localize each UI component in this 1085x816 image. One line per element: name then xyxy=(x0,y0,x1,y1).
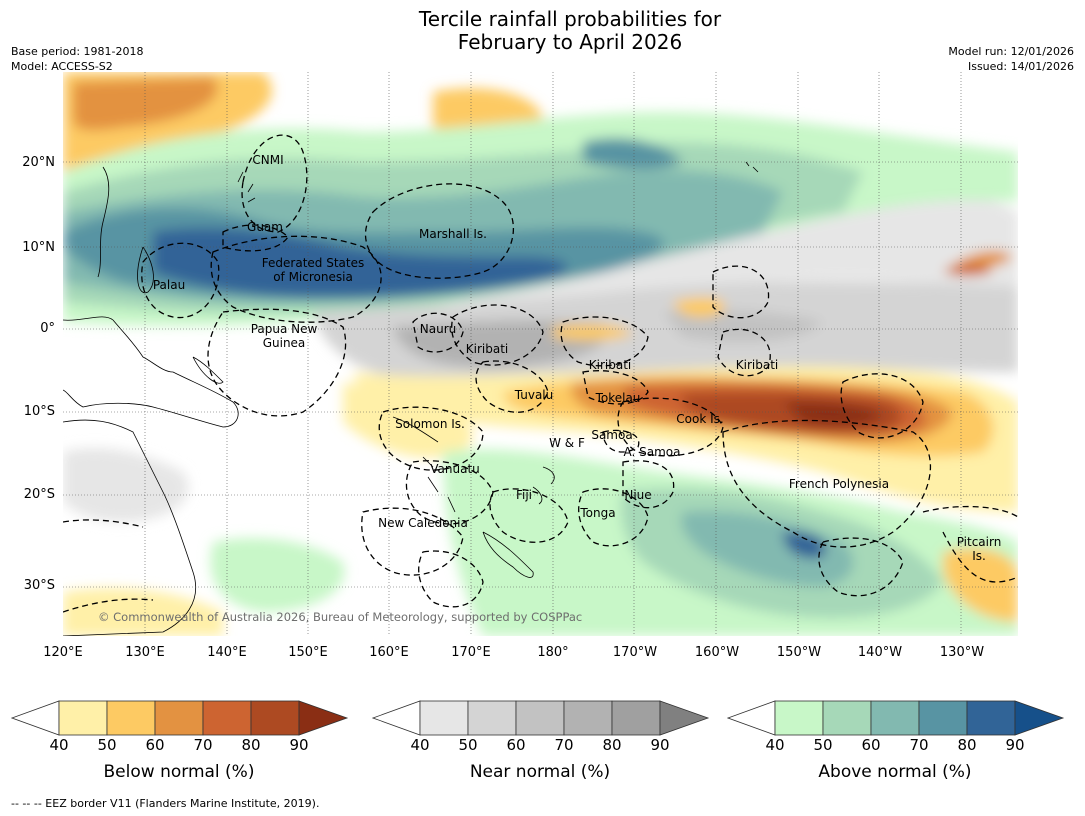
region-label-pitcairn-is: Pitcairn Is. xyxy=(956,535,1002,563)
cb3-tick-80: 80 xyxy=(957,736,977,754)
region-label-palau: Palau xyxy=(152,278,186,292)
region-label-png: Papua New Guinea xyxy=(250,322,318,350)
region-label-kiribati-west: Kiribati xyxy=(465,342,509,356)
lon-tick-130e: 130°E xyxy=(125,645,165,660)
region-label-fsm: Federated States of Micronesia xyxy=(261,256,365,284)
region-label-kiribati-east: Kiribati xyxy=(735,358,779,372)
region-label-guam: Guam xyxy=(247,220,283,234)
lat-tick-20n: 20°N xyxy=(22,155,55,170)
meta-left: Base period: 1981-2018 Model: ACCESS-S2 xyxy=(11,44,143,74)
lon-tick-140e: 140°E xyxy=(207,645,247,660)
region-label-wallis-futuna: W & F xyxy=(549,436,585,450)
region-label-kiribati-central: Kiribati xyxy=(588,358,632,372)
region-label-niue: Niue xyxy=(624,488,652,502)
region-label-solomon-is: Solomon Is. xyxy=(395,417,465,431)
title-line-1: Tercile rainfall probabilities for xyxy=(418,7,722,31)
region-label-cnmi: CNMI xyxy=(252,153,284,167)
colorbar-above-normal-title: Above normal (%) xyxy=(818,762,972,782)
meta-right: Model run: 12/01/2026 Issued: 14/01/2026 xyxy=(948,44,1074,74)
region-label-new-caledonia: New Caledonia xyxy=(378,516,468,530)
lon-tick-160w: 160°W xyxy=(694,645,740,660)
issued-date: Issued: 14/01/2026 xyxy=(967,60,1074,73)
colorbar-below-normal xyxy=(11,700,349,736)
lon-tick-170e: 170°E xyxy=(451,645,491,660)
lon-tick-150e: 150°E xyxy=(288,645,328,660)
lat-tick-10n: 10°N xyxy=(22,240,55,255)
cb3-tick-40: 40 xyxy=(765,736,785,754)
cb2-tick-80: 80 xyxy=(602,736,622,754)
region-label-american-samoa: A. Samoa xyxy=(623,445,681,459)
lat-tick-10s: 10°S xyxy=(23,404,55,419)
eez-footnote: -- -- -- EEZ border V11 (Flanders Marine… xyxy=(11,797,320,810)
lon-tick-120e: 120°E xyxy=(43,645,83,660)
lon-tick-150w: 150°W xyxy=(776,645,822,660)
region-label-marshall-is: Marshall Is. xyxy=(419,227,487,241)
cb2-tick-50: 50 xyxy=(458,736,478,754)
model-name: Model: ACCESS-S2 xyxy=(11,60,113,73)
colorbar-above-normal xyxy=(727,700,1065,736)
cb1-tick-70: 70 xyxy=(193,736,213,754)
region-label-tuvalu: Tuvalu xyxy=(514,388,554,402)
cb3-tick-90: 90 xyxy=(1005,736,1025,754)
lon-tick-140w: 140°W xyxy=(857,645,903,660)
forecast-map xyxy=(63,72,1018,636)
cb1-tick-40: 40 xyxy=(49,736,69,754)
colorbar-near-normal-title: Near normal (%) xyxy=(469,762,611,782)
lon-tick-130w: 130°W xyxy=(939,645,985,660)
region-label-cook-is: Cook Is. xyxy=(676,412,724,426)
region-label-french-polynesia: French Polynesia xyxy=(788,477,890,491)
cb2-tick-40: 40 xyxy=(410,736,430,754)
region-label-tonga: Tonga xyxy=(580,506,616,520)
cb1-tick-90: 90 xyxy=(289,736,309,754)
copyright-notice: © Commonwealth of Australia 2026, Bureau… xyxy=(98,610,583,624)
chart-title: Tercile rainfall probabilities for Febru… xyxy=(0,8,1085,54)
lat-tick-20s: 20°S xyxy=(23,487,55,502)
lon-tick-160e: 160°E xyxy=(369,645,409,660)
lon-tick-170w: 170°W xyxy=(612,645,658,660)
base-period: Base period: 1981-2018 xyxy=(11,45,144,58)
colorbar-near-normal xyxy=(372,700,710,736)
region-label-nauru: Nauru xyxy=(419,322,457,336)
region-label-vanuatu: Vanuatu xyxy=(430,462,480,476)
region-label-samoa: Samoa xyxy=(591,428,633,442)
lat-tick-30s: 30°S xyxy=(23,578,55,593)
region-label-tokelau: Tokelau xyxy=(595,391,641,405)
lon-tick-180: 180° xyxy=(537,645,569,660)
model-run: Model run: 12/01/2026 xyxy=(948,45,1074,58)
cb2-tick-60: 60 xyxy=(506,736,526,754)
cb3-tick-50: 50 xyxy=(813,736,833,754)
cb1-tick-50: 50 xyxy=(97,736,117,754)
cb1-tick-60: 60 xyxy=(145,736,165,754)
region-label-fiji: Fiji xyxy=(515,488,533,502)
title-line-2: February to April 2026 xyxy=(457,30,683,54)
cb3-tick-70: 70 xyxy=(909,736,929,754)
lat-tick-0: 0° xyxy=(40,321,55,336)
cb1-tick-80: 80 xyxy=(241,736,261,754)
cb2-tick-70: 70 xyxy=(554,736,574,754)
cb2-tick-90: 90 xyxy=(650,736,670,754)
cb3-tick-60: 60 xyxy=(861,736,881,754)
colorbar-below-normal-title: Below normal (%) xyxy=(103,762,255,782)
